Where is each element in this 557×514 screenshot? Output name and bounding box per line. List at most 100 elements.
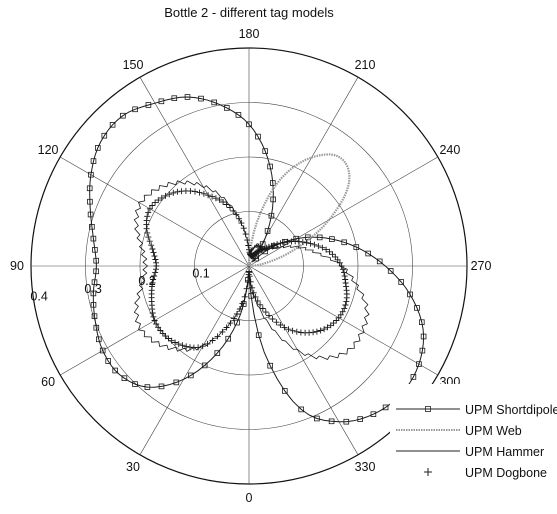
data-point-dogbone — [174, 188, 181, 195]
data-point-dogbone — [172, 339, 179, 346]
data-point-dogbone — [257, 301, 264, 308]
data-point-dogbone — [187, 344, 193, 351]
data-point-shortdipole — [235, 112, 242, 118]
data-point-dogbone — [317, 327, 324, 334]
data-point-shortdipole — [264, 228, 271, 234]
data-point-dogbone — [273, 319, 280, 326]
grid-spoke — [248, 77, 359, 267]
data-point-shortdipole — [121, 375, 128, 381]
data-point-shortdipole — [201, 362, 208, 369]
data-point-dogbone — [269, 316, 276, 322]
data-point-dogbone — [296, 238, 302, 245]
data-point-shortdipole — [89, 223, 95, 230]
data-point-shortdipole — [234, 319, 240, 326]
data-point-shortdipole — [93, 324, 100, 331]
data-point-dogbone — [241, 293, 248, 300]
data-point-dogbone — [326, 248, 333, 255]
data-point-shortdipole — [414, 305, 420, 311]
data-point-shortdipole — [316, 234, 323, 241]
data-point-shortdipole — [410, 374, 417, 380]
data-point-shortdipole — [96, 336, 102, 343]
series-layer — [86, 94, 427, 425]
data-point-dogbone — [343, 294, 350, 301]
angle-tick-label: 210 — [355, 58, 376, 72]
data-point-dogbone — [327, 322, 334, 329]
data-point-shortdipole — [269, 180, 276, 186]
data-point-dogbone — [319, 244, 326, 251]
data-point-shortdipole — [101, 132, 108, 139]
data-point-dogbone — [307, 240, 314, 247]
data-point-dogbone — [200, 190, 207, 197]
data-point-dogbone — [342, 302, 349, 308]
data-point-dogbone — [341, 273, 348, 280]
data-point-shortdipole — [416, 361, 422, 367]
data-point-dogbone — [323, 246, 330, 253]
data-point-shortdipole — [341, 239, 347, 246]
data-point-dogbone — [145, 209, 152, 216]
data-point-dogbone — [183, 343, 190, 350]
data-point-dogbone — [170, 189, 177, 196]
data-point-shortdipole — [370, 411, 377, 417]
data-point-shortdipole — [214, 350, 221, 356]
data-point-dogbone — [179, 342, 186, 349]
angle-tick-label: 330 — [355, 460, 376, 474]
data-point-shortdipole — [91, 279, 98, 285]
data-point-shortdipole — [93, 268, 99, 275]
data-point-dogbone — [250, 289, 257, 296]
data-point-dogbone — [150, 313, 157, 320]
data-point-dogbone — [271, 242, 277, 248]
data-point-shortdipole — [267, 163, 273, 170]
data-point-dogbone — [321, 326, 328, 333]
data-point-dogbone — [146, 205, 153, 212]
data-point-dogbone — [341, 305, 348, 312]
legend-item-hammer: UPM Hammer — [396, 445, 544, 459]
data-point-shortdipole — [93, 257, 100, 264]
data-point-dogbone — [223, 324, 230, 331]
grid-spoke — [139, 77, 250, 267]
data-point-dogbone — [239, 300, 246, 307]
legend-label-web: UPM Web — [465, 424, 522, 438]
radial-tick-label: 0.4 — [30, 289, 47, 303]
data-point-shortdipole — [95, 145, 101, 151]
grid-spoke — [248, 265, 359, 455]
data-point-shortdipole — [173, 379, 180, 386]
data-point-dogbone — [342, 280, 349, 286]
data-point-dogbone — [246, 273, 253, 280]
data-point-shortdipole — [246, 121, 252, 128]
data-point-dogbone — [343, 298, 350, 305]
legend-marker-shortdipole — [425, 406, 431, 412]
data-point-dogbone — [153, 321, 160, 327]
data-point-shortdipole — [90, 301, 97, 308]
data-point-dogbone — [324, 324, 331, 331]
series-web — [247, 153, 351, 268]
angle-tick-label: 180 — [239, 27, 260, 41]
data-point-shortdipole — [418, 319, 425, 325]
data-point-dogbone — [205, 192, 212, 199]
data-point-dogbone — [268, 242, 275, 249]
data-point-dogbone — [148, 242, 155, 249]
grid-spoke — [248, 156, 438, 267]
data-point-dogbone — [144, 213, 151, 220]
data-point-shortdipole — [223, 105, 230, 111]
grid-spoke — [139, 265, 250, 455]
data-point-dogbone — [144, 229, 151, 236]
data-point-dogbone — [259, 305, 266, 312]
data-point-dogbone — [227, 204, 233, 211]
data-point-shortdipole — [158, 98, 165, 105]
data-point-shortdipole — [267, 362, 273, 369]
data-point-shortdipole — [112, 367, 119, 374]
data-point-dogbone — [313, 328, 320, 335]
data-point-dogbone — [340, 266, 346, 273]
data-point-dogbone — [152, 199, 159, 206]
data-point-dogbone — [143, 217, 150, 224]
data-point-shortdipole — [90, 290, 97, 297]
data-point-dogbone — [277, 240, 284, 247]
data-point-dogbone — [209, 337, 216, 344]
data-point-dogbone — [343, 283, 350, 290]
data-point-shortdipole — [109, 122, 116, 128]
data-point-dogbone — [227, 320, 234, 327]
data-point-dogbone — [341, 269, 347, 276]
data-point-dogbone — [162, 192, 169, 199]
data-point-dogbone — [262, 309, 269, 316]
data-point-dogbone — [329, 251, 336, 258]
